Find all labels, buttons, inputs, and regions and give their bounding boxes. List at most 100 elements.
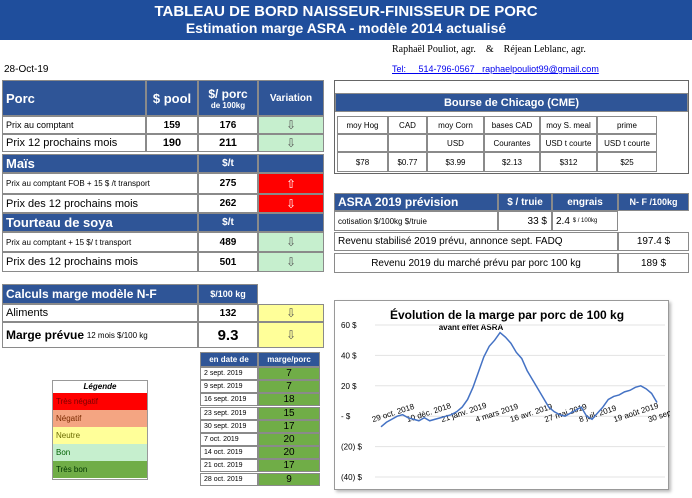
history-date: 9 sept. 2019 [200,380,258,394]
mais-row-1-value: 275 [198,173,258,194]
history-col-marge: marge/porc [258,352,320,367]
tel-label: Tel: [392,64,407,74]
marge-prevue-value: 9.3 [198,322,258,348]
cme-col-value: $2.13 [484,152,540,172]
cme-col-head: CAD [388,116,427,134]
porc-row-1-pool: 159 [146,116,198,134]
history-marge: 20 [258,433,320,446]
soya-row-2-value: 501 [198,252,258,272]
legend-item-neutre: Neutre [53,427,147,444]
porc-row-2-value: 211 [198,134,258,152]
margin-chart: Évolution de la marge par porc de 100 kg… [334,300,692,490]
soya-header: Tourteau de soya [2,213,198,232]
soya-row-1-label: Prix au comptant + 15 $/ t transport [2,232,198,252]
cme-col-head: moy S. meal [540,116,597,134]
history-marge: 20 [258,446,320,460]
cme-col-head: moy Corn [427,116,484,134]
chart-title: Évolution de la marge par porc de 100 kg [390,307,624,322]
porc-pool-header: $ pool [146,80,198,116]
contact-line[interactable]: Tel: 514-796-0567 raphaelpouliot99@gmail… [392,64,599,74]
legend-title: Légende [83,382,117,391]
porc-row-1-value: 176 [198,116,258,134]
soya-header-fill [258,213,324,232]
tel-number: 514-796-0567 [418,64,475,74]
cme-col-value: $0.77 [388,152,427,172]
mais-header: Maïs [2,154,198,173]
revenu-marche-value: 189 $ [618,253,689,273]
chart-ytick-label: - $ [341,412,351,421]
revenu-stabilise-label: Revenu stabilisé 2019 prévu, annonce sep… [334,232,618,251]
soya-unit-header: $/t [198,213,258,232]
aliments-value: 132 [198,304,258,322]
mais-unit-header: $/t [198,154,258,173]
marge-prevue-row: Marge prévue 12 mois $/100 kg [2,322,198,348]
chart-ytick-label: 40 $ [341,351,357,360]
asra-col-truie: $ / truie [498,193,552,211]
revenu-marche-label: Revenu 2019 du marché prévu par porc 100… [334,253,618,273]
cotisation-label: cotisation $/100kg $/truie [334,211,498,231]
revenu-stabilise-value: 197.4 $ [618,232,689,251]
legend-item-negatif: Négatif [53,410,147,427]
porc-100kg-header-line2: de 100kg [210,100,246,110]
cme-col-unit [388,134,427,152]
porc-row-2-down-arrow-icon: ⇩ [258,134,324,152]
history-date: 2 sept. 2019 [200,367,258,380]
cme-col-unit: USD t courte [597,134,657,152]
history-marge: 18 [258,393,320,407]
history-date: 16 sept. 2019 [200,393,258,407]
aliments-label: Aliments [2,304,198,322]
chart-ytick-label: 20 $ [341,382,357,391]
history-marge: 9 [258,472,320,486]
title-line2: Estimation marge ASRA - modèle 2014 actu… [185,20,507,36]
legend-item-tres-bon: Très bon [53,461,147,478]
history-date: 30 sept. 2019 [200,419,258,433]
asra-col-nf: N- F /100kg [618,193,689,211]
history-date: 14 oct. 2019 [200,446,258,460]
porc-row-2-label: Prix 12 prochains mois [2,134,146,152]
legend-item-tres-negatif: Très négatif [53,393,147,410]
cme-title: Bourse de Chicago (CME) [335,93,688,112]
legend: Légende Très négatif Négatif Neutre Bon … [52,380,148,480]
chart-ytick-label: (40) $ [341,473,362,482]
cme-col-value: $25 [597,152,657,172]
cme-col-value: $312 [540,152,597,172]
history-date: 23 sept. 2019 [200,406,258,420]
margin-chart-svg: Évolution de la marge par porc de 100 kg… [341,307,692,482]
cme-col-head: moy Hog [337,116,388,134]
mais-row-2-down-arrow-icon: ⇩ [258,194,324,213]
soya-row-2-label: Prix des 12 prochains mois [2,252,198,272]
marge-prevue-label: Marge prévue [6,328,85,342]
porc-header: Porc [2,80,146,116]
soya-row-2-down-arrow-icon: ⇩ [258,252,324,272]
legend-item-bon: Bon [53,444,147,461]
history-marge: 17 [258,419,320,433]
email-link[interactable]: raphaelpouliot99@gmail.com [482,64,599,74]
mais-row-1-label: Prix au comptant FOB + 15 $ /t transport [2,173,198,194]
author-line: Raphaël Pouliot, agr. & Réjean Leblanc, … [392,44,586,55]
engrais-cell: 2.4 $ / 100kg [552,211,618,231]
porc-row-2-pool: 190 [146,134,198,152]
history-marge: 7 [258,367,320,380]
cme-col-value: $78 [337,152,388,172]
cotisation-value: 33 $ [498,211,552,231]
porc-row-1-down-arrow-icon: ⇩ [258,116,324,134]
cme-col-head: prime [597,116,657,134]
history-marge: 7 [258,380,320,394]
mais-row-2-label: Prix des 12 prochains mois [2,194,198,213]
marge-header: Calculs marge modèle N-F [2,284,198,304]
author-ampersand: & [485,44,494,55]
porc-row-1-label: Prix au comptant [2,116,146,134]
asra-title: ASRA 2019 prévision [334,193,498,211]
marge-unit-header: $/100 kg [198,284,258,304]
porc-100kg-header: $/ porc de 100kg [198,80,258,116]
title-line1: TABLEAU DE BORD NAISSEUR-FINISSEUR DE PO… [154,3,538,20]
chart-subtitle: avant effet ASRA [439,323,504,332]
history-marge: 17 [258,459,320,473]
mais-row-1-up-arrow-icon: ⇧ [258,173,324,194]
cme-col-unit [337,134,388,152]
chart-ytick-label: (20) $ [341,443,362,452]
cme-box [334,80,689,174]
dashboard-title: TABLEAU DE BORD NAISSEUR-FINISSEUR DE PO… [0,0,692,40]
mais-row-2-value: 262 [198,194,258,213]
engrais-value: 2.4 [556,215,570,227]
